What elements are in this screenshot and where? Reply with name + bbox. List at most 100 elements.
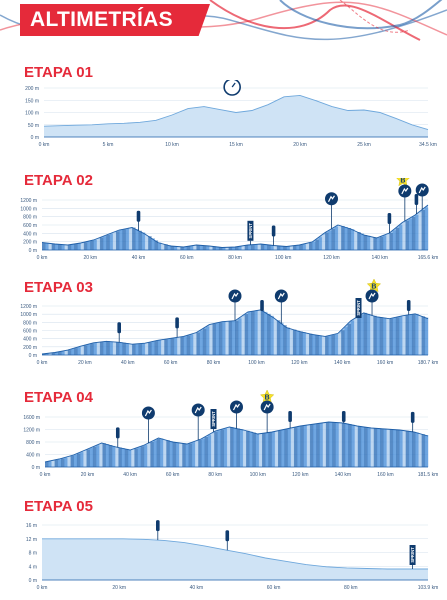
gradient-stripe — [214, 431, 218, 467]
gradient-stripe — [180, 336, 184, 355]
gradient-stripe — [202, 328, 207, 355]
climb-glyph — [368, 292, 376, 300]
y-tick-label: 0 m — [29, 248, 37, 254]
sprint-label: SPRINT — [211, 411, 216, 427]
stage-1-title: ETAPA 01 — [24, 64, 93, 81]
gradient-stripe — [106, 235, 110, 250]
gradient-stripe — [87, 241, 91, 250]
gradient-stripe — [99, 342, 104, 355]
gradient-stripe — [319, 423, 323, 467]
gradient-stripe — [325, 422, 330, 467]
gradient-stripe — [180, 246, 184, 250]
gradient-stripe — [161, 243, 165, 250]
x-tick-label: 0 km — [39, 142, 50, 148]
gradient-stripe — [289, 246, 294, 250]
gradient-stripe — [202, 245, 207, 250]
gradient-stripe — [242, 429, 247, 467]
profile-line — [41, 309, 429, 355]
gradient-stripe — [328, 230, 332, 250]
supply-flag-icon — [225, 530, 230, 542]
gradient-stripe — [360, 314, 364, 355]
gradient-stripe — [228, 247, 233, 250]
gradient-stripe — [338, 422, 343, 467]
gradient-stripe — [189, 246, 194, 250]
gradient-stripe — [260, 309, 265, 355]
gradient-stripe — [173, 246, 178, 250]
y-tick-label: 200 m — [23, 240, 37, 246]
gradient-stripe — [389, 318, 393, 355]
bonus-star-icon — [396, 178, 410, 187]
gradient-stripe — [154, 341, 159, 355]
gradient-stripe — [112, 445, 116, 467]
gradient-stripe — [217, 430, 221, 467]
gradient-stripe — [215, 246, 220, 250]
gradient-stripe — [225, 321, 229, 355]
climb-glyph — [144, 409, 152, 417]
gradient-stripe — [424, 435, 429, 467]
gradient-stripe — [271, 432, 276, 467]
gradient-stripe — [77, 243, 81, 250]
gradient-stripe — [83, 242, 88, 250]
y-tick-label: 16 m — [26, 523, 37, 529]
gradient-stripe — [354, 318, 358, 355]
gradient-stripe — [138, 343, 143, 355]
gradient-stripe — [228, 321, 233, 355]
gradient-stripe — [268, 432, 272, 467]
gradient-stripe — [254, 244, 258, 250]
gradient-stripe — [80, 452, 84, 467]
gradient-stripe — [42, 354, 46, 355]
gradient-stripe — [389, 233, 393, 250]
gradient-stripe — [64, 350, 69, 355]
stage-2-title: ETAPA 02 — [24, 172, 93, 189]
sprint-label: SPRINT — [248, 223, 253, 239]
climb-glyph — [327, 195, 335, 203]
gradient-stripe — [67, 245, 72, 250]
gradient-stripe — [257, 244, 262, 250]
gradient-stripe — [157, 242, 162, 250]
climb-icon — [191, 403, 205, 417]
gradient-stripe — [106, 341, 110, 355]
gradient-stripe — [48, 461, 52, 467]
x-tick-label: 60 km — [166, 472, 180, 478]
gradient-stripe — [334, 334, 339, 355]
x-tick-label: 120 km — [291, 360, 307, 366]
gradient-stripe — [392, 318, 397, 355]
stage-5-title: ETAPA 05 — [24, 498, 93, 515]
y-tick-label: 1000 m — [20, 312, 37, 318]
gradient-stripe — [45, 353, 49, 355]
gradient-stripe — [303, 425, 308, 467]
x-tick-label: 60 km — [180, 255, 194, 261]
gradient-stripe — [280, 322, 284, 355]
climb-glyph — [277, 292, 285, 300]
gradient-stripe — [313, 424, 317, 467]
gradient-stripe — [195, 441, 199, 467]
gradient-stripe — [379, 317, 384, 355]
gradient-stripe — [147, 443, 151, 467]
gradient-stripe — [119, 342, 123, 355]
gradient-stripe — [122, 229, 126, 250]
gradient-stripe — [141, 343, 146, 355]
y-tick-label: 8 m — [29, 551, 37, 557]
gradient-stripe — [249, 431, 253, 467]
gradient-stripe — [239, 429, 244, 467]
gradient-stripe — [58, 244, 62, 250]
gradient-stripe — [51, 460, 55, 467]
gradient-stripe — [367, 427, 371, 467]
gradient-stripe — [302, 332, 307, 355]
climb-icon — [141, 406, 155, 420]
gradient-stripe — [156, 438, 161, 467]
gradient-stripe — [405, 430, 410, 467]
gradient-stripe — [51, 243, 56, 250]
gradient-stripe — [170, 338, 175, 355]
y-tick-label: 600 m — [23, 329, 37, 335]
x-tick-label: 34.5 km — [419, 142, 437, 148]
gradient-stripe — [421, 316, 426, 355]
gradient-stripe — [102, 443, 106, 467]
supply-flag-icon — [260, 300, 264, 311]
climb-icon — [398, 184, 412, 198]
gradient-stripe — [210, 433, 215, 467]
gradient-stripe — [297, 426, 301, 467]
gradient-stripe — [351, 424, 355, 467]
gradient-stripe — [199, 245, 204, 250]
gradient-stripe — [289, 328, 294, 355]
